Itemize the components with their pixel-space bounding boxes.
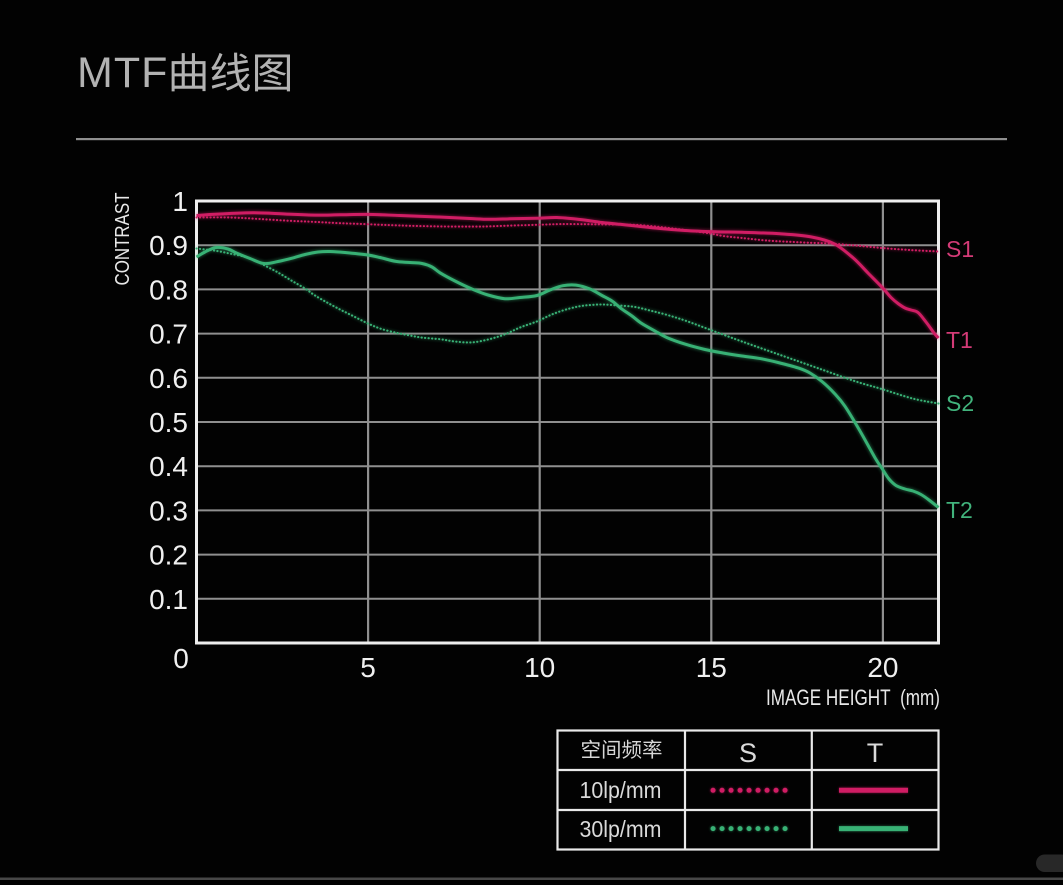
svg-text:MTF: MTF	[77, 49, 168, 97]
svg-text:1: 1	[172, 186, 188, 217]
svg-text:T1: T1	[946, 327, 973, 353]
svg-text:0.4: 0.4	[149, 451, 188, 482]
svg-text:0.2: 0.2	[149, 540, 188, 571]
svg-text:S: S	[739, 738, 757, 768]
svg-text:0.5: 0.5	[149, 407, 188, 438]
svg-text:15: 15	[696, 652, 727, 683]
svg-text:0.8: 0.8	[149, 274, 188, 305]
svg-text:CONTRAST: CONTRAST	[112, 193, 134, 286]
svg-text:0.9: 0.9	[149, 230, 188, 261]
svg-text:0: 0	[173, 643, 189, 674]
svg-text:20: 20	[867, 652, 898, 683]
svg-text:IMAGE HEIGHT (mm): IMAGE HEIGHT (mm)	[766, 685, 940, 710]
svg-text:0.7: 0.7	[149, 319, 188, 350]
svg-text:T: T	[867, 738, 884, 768]
svg-text:0.3: 0.3	[149, 495, 188, 526]
svg-text:10: 10	[524, 652, 555, 683]
svg-text:0.1: 0.1	[149, 584, 188, 615]
svg-text:S2: S2	[946, 390, 974, 416]
svg-text:T2: T2	[946, 497, 973, 523]
svg-text:S1: S1	[946, 236, 974, 262]
svg-text:10lp/mm: 10lp/mm	[580, 777, 662, 803]
svg-text:5: 5	[360, 652, 376, 683]
svg-text:30lp/mm: 30lp/mm	[580, 816, 662, 842]
svg-text:0.6: 0.6	[149, 363, 188, 394]
